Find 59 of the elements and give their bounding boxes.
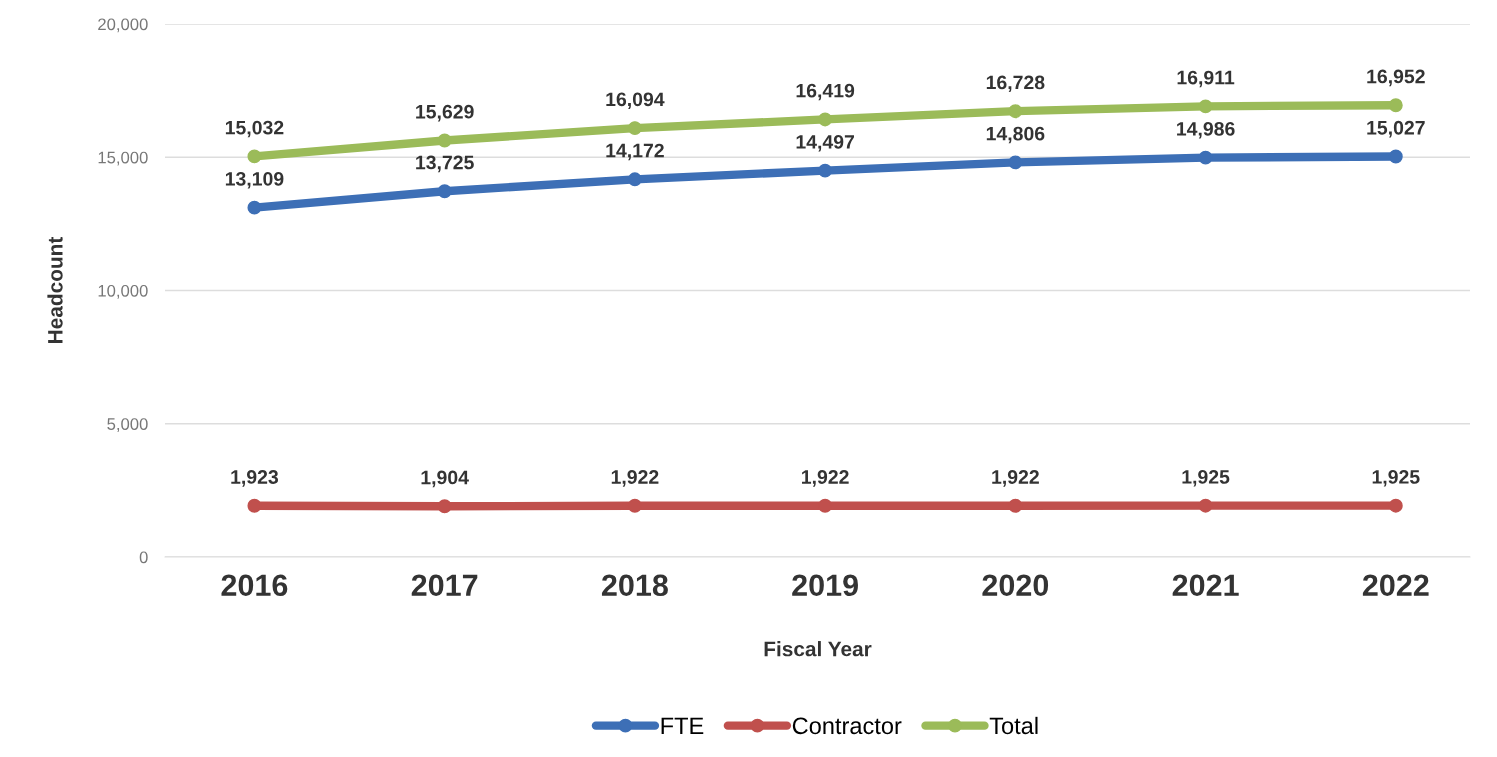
y-axis-title: Headcount [47, 236, 63, 343]
point [247, 498, 262, 513]
y-tick-label: 15,000 [98, 151, 148, 166]
data-label: 14,806 [986, 126, 1045, 144]
point [1008, 155, 1023, 170]
x-tick-label: 2018 [601, 574, 668, 597]
point [247, 149, 262, 164]
legend-label: Total [989, 716, 1038, 735]
point [627, 121, 642, 136]
x-axis-title: Fiscal Year [764, 641, 872, 657]
y-tick-label: 5,000 [107, 418, 148, 432]
data-label: 1,922 [611, 470, 659, 487]
point [437, 184, 452, 199]
point [437, 133, 452, 148]
x-tick-label: 2021 [1172, 574, 1239, 597]
point [627, 172, 642, 187]
data-label: 14,172 [606, 143, 664, 161]
point [1388, 149, 1403, 164]
x-tick-label: 2019 [792, 574, 858, 597]
point [1198, 150, 1213, 165]
y-tick-label: 20,000 [98, 18, 148, 33]
data-label: 16,952 [1367, 69, 1425, 87]
data-label: 1,922 [802, 470, 849, 487]
legend-label: Contractor [792, 717, 902, 735]
point [1388, 98, 1403, 113]
data-label: 1,922 [992, 470, 1039, 487]
point [437, 499, 452, 514]
y-tick-label: 10,000 [98, 284, 148, 299]
point [247, 200, 262, 215]
point [1198, 99, 1213, 114]
point [1008, 104, 1023, 119]
data-label: 15,032 [225, 120, 284, 138]
point [1008, 498, 1023, 513]
point [1388, 498, 1403, 513]
data-label: 13,109 [225, 171, 284, 189]
data-label: 16,419 [796, 83, 855, 101]
y-tick-label: 0 [139, 551, 148, 564]
point [818, 112, 833, 127]
data-label: 16,911 [1177, 70, 1235, 88]
data-label: 13,725 [416, 155, 474, 173]
data-label: 16,728 [986, 75, 1045, 93]
x-tick-label: 2022 [1362, 574, 1429, 597]
point [818, 498, 833, 513]
x-tick-label: 2016 [221, 574, 288, 597]
point [627, 498, 642, 513]
data-label: 1,923 [231, 470, 279, 487]
point [1198, 498, 1213, 513]
data-label: 14,497 [796, 134, 854, 152]
x-tick-label: 2020 [982, 574, 1049, 597]
data-label: 15,027 [1367, 120, 1425, 138]
x-tick-label: 2017 [411, 574, 478, 597]
legend-label: FTE [661, 717, 704, 734]
data-label: 1,925 [1372, 470, 1420, 487]
data-label: 16,094 [606, 92, 665, 110]
data-label: 1,925 [1182, 470, 1230, 487]
data-label: 15,629 [416, 104, 474, 122]
data-label: 14,986 [1177, 121, 1235, 139]
data-label: 1,904 [421, 470, 469, 488]
point [818, 163, 833, 178]
